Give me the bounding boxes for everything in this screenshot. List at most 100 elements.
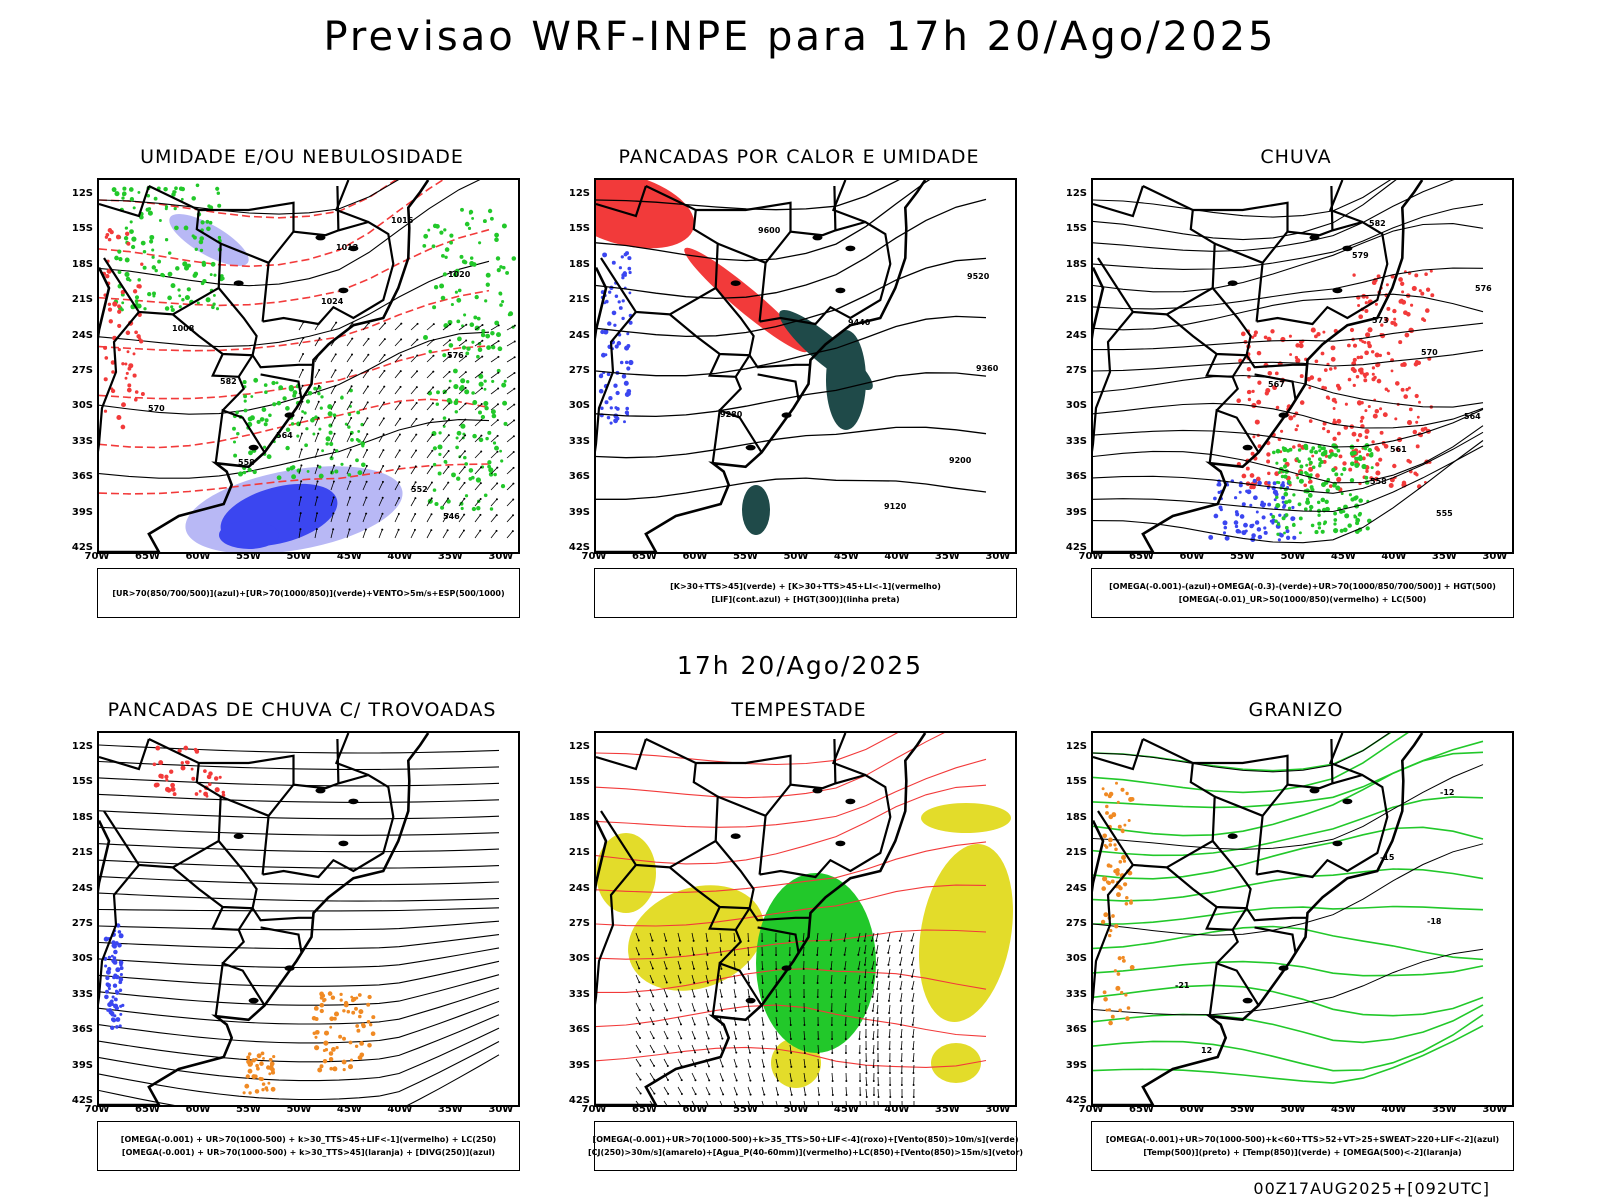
scatter-dot: [249, 1060, 253, 1064]
scatter-dot: [1352, 343, 1358, 348]
streamline: [99, 934, 500, 950]
scatter-dot: [1105, 811, 1109, 815]
contour-line: [1093, 293, 1484, 331]
streamline: [99, 826, 500, 836]
scatter-dot: [118, 988, 123, 993]
wind-vector: [410, 322, 419, 331]
map-panel: 1016 1012 1020 1024 1008 576 582 570 564 558 552 54…: [97, 178, 520, 554]
scatter-dot: [1362, 372, 1368, 378]
scatter-dot: [441, 254, 445, 258]
border-line: [221, 376, 245, 412]
scatter-dot: [325, 442, 329, 446]
wind-vector: [898, 932, 903, 942]
scatter-dot: [1102, 876, 1108, 882]
scatter-dot: [1290, 516, 1296, 522]
wind-vector: [330, 464, 336, 475]
wind-vector: [346, 369, 353, 379]
wind-vector: [394, 401, 402, 411]
wind-vector: [691, 1072, 697, 1082]
wind-vector: [817, 1100, 820, 1105]
scatter-dot: [1364, 435, 1369, 440]
scatter-dot: [625, 406, 630, 411]
lake-mark: [338, 840, 349, 847]
scatter-dot: [109, 1025, 115, 1031]
wind-vector: [298, 368, 304, 379]
scatter-dot: [1386, 351, 1390, 355]
scatter-dot: [1129, 964, 1135, 970]
wind-vector: [691, 1016, 696, 1026]
wind-vector: [865, 1076, 868, 1086]
wind-vector: [831, 1044, 834, 1054]
scatter-dot: [1130, 797, 1135, 802]
scatter-dot: [1298, 343, 1304, 349]
latitude-tick-label: 18S: [71, 811, 93, 823]
scatter-dot: [624, 360, 629, 365]
scatter-dot: [107, 237, 112, 242]
scatter-dot: [1292, 535, 1297, 540]
border-line: [758, 773, 892, 879]
scatter-dot: [449, 233, 454, 238]
wind-vector: [330, 369, 337, 379]
scatter-dot: [104, 356, 109, 360]
lake-mark: [835, 287, 846, 294]
wind-vector: [410, 386, 418, 395]
contour-label: 558: [238, 458, 255, 467]
scatter-dot: [1326, 477, 1331, 482]
scatter-dot: [1350, 497, 1355, 502]
scatter-dot: [1256, 527, 1262, 532]
scatter-dot: [142, 265, 147, 270]
scatter-dot: [194, 792, 199, 796]
wind-vector: [705, 1016, 710, 1026]
scatter-dot: [469, 322, 475, 328]
scatter-dot: [329, 456, 334, 461]
scatter-dot: [244, 1083, 250, 1089]
scatter-dot: [190, 767, 194, 771]
shaded-area: [628, 885, 764, 991]
scatter-dot: [192, 273, 198, 278]
scatter-dot: [1276, 522, 1281, 526]
scatter-dot: [1365, 452, 1370, 457]
scatter-dot: [314, 1045, 320, 1051]
scatter-dot: [604, 400, 609, 405]
latitude-tick-label: 15S: [71, 223, 93, 235]
wind-vector: [803, 1016, 806, 1026]
wind-vector: [426, 497, 433, 507]
scatter-dot: [437, 444, 443, 450]
wind-vector: [394, 512, 400, 523]
wind-vector: [298, 480, 303, 491]
wind-vector: [789, 1002, 792, 1012]
scatter-dot: [153, 196, 158, 201]
scatter-dot: [177, 748, 182, 754]
scatter-dot: [260, 1051, 265, 1056]
scatter-dot: [163, 186, 168, 192]
latitude-tick-label: 39S: [568, 1059, 590, 1071]
scatter-dot: [1342, 509, 1346, 514]
scatter-dot: [1281, 446, 1285, 450]
latitude-tick-label: 30S: [71, 400, 93, 412]
latitude-tick-label: 42S: [71, 1095, 93, 1106]
scatter-dot: [1267, 481, 1271, 485]
longitude-tick-label: 45W: [336, 551, 362, 562]
wind-vector: [410, 433, 418, 443]
scatter-dot: [119, 962, 123, 967]
scatter-dot: [1213, 513, 1219, 519]
scatter-dot: [1347, 377, 1352, 382]
scatter-dot: [128, 363, 134, 369]
scatter-dot: [117, 942, 122, 948]
wind-vector: [394, 528, 400, 539]
scatter-dot: [111, 187, 117, 193]
latitude-tick-label: 24S: [71, 329, 93, 341]
wind-vector: [733, 1100, 737, 1105]
scatter-dot: [291, 474, 297, 480]
wind-vector: [873, 1100, 875, 1105]
latitude-tick-label: 30S: [71, 953, 93, 965]
latitude-tick-label: 36S: [71, 1024, 93, 1036]
wind-vector: [378, 322, 387, 331]
wind-vector: [649, 960, 654, 970]
scatter-dot: [132, 206, 136, 210]
legend-line: [OMEGA(-0.001) + UR>70(1000-500) + k>30_…: [120, 1135, 497, 1144]
scatter-dot: [158, 773, 163, 779]
wind-vector: [830, 988, 833, 998]
scatter-dot: [607, 321, 612, 326]
wind-vector: [649, 1016, 655, 1026]
